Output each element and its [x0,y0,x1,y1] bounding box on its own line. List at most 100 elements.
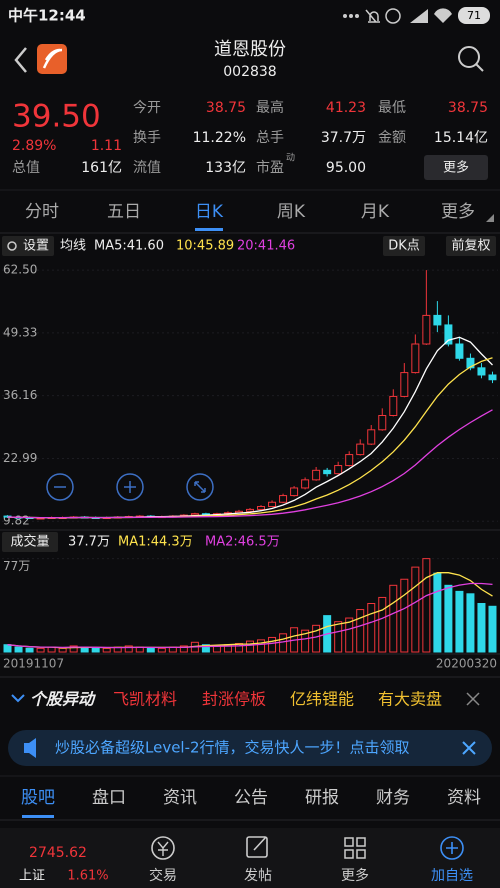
candle-body [466,357,475,369]
candle-body [455,343,464,359]
gear-icon [7,241,17,251]
candle-body [389,395,398,416]
more-button[interactable] [424,155,488,180]
volume-chart: 77万 [2,558,498,653]
info-tab[interactable]: 资料 [447,788,481,808]
volume-bar [58,647,67,653]
zoom-out[interactable] [46,473,74,501]
volume-bar [246,640,254,653]
bottom-bar [0,828,500,888]
info-tab[interactable]: 财务 [376,788,410,808]
index-pct: 1.61% [67,869,108,884]
info-tab-underline [22,815,54,818]
news-item[interactable]: 有大卖盘 [378,690,442,709]
candle-body [488,374,497,381]
candle-body [378,414,387,431]
chart-tab[interactable]: 月K [361,202,390,222]
chart-tab[interactable]: 分时 [25,202,59,222]
chart-tab[interactable]: 日K [195,202,224,222]
fullscreen[interactable] [186,473,214,501]
candle-body [411,343,420,374]
dk-button[interactable] [383,236,425,256]
info-tab[interactable]: 盘口 [92,788,126,808]
bottom-button[interactable]: 发帖 [244,868,272,884]
change: 1.11 [91,138,122,154]
stat-value: 95.00 [326,160,366,176]
volume-bar [477,603,486,653]
ma20: 20:41.46 [237,239,295,254]
volume-bar [488,605,497,653]
volume-bar [433,572,442,653]
y-tick-label: 49.33 [3,325,37,339]
bottom-button[interactable]: 更多 [341,867,369,884]
stat-label: 金额 [378,130,406,146]
settings-label: 设置 [23,239,49,254]
bottom-button[interactable]: 加自选 [431,868,473,884]
info-tab[interactable]: 股吧 [21,788,55,808]
stat-value: 38.75 [448,100,488,116]
candle-body [367,429,376,445]
chart-tab[interactable]: 更多 [441,202,475,222]
bottom-buttons: 交易 发帖 更多 加自选 [149,867,473,884]
stock-name: 道恩股份 [214,39,286,60]
adjust-button[interactable] [446,236,496,256]
back-button[interactable] [14,47,27,73]
stat-value: 133亿 [205,160,246,176]
volume-bar [157,647,166,653]
stat-sup: 动 [286,153,295,164]
banner[interactable] [8,730,492,766]
volume-bar [422,558,431,653]
volume-bar [389,584,398,653]
zoom-in[interactable] [116,473,144,501]
volume-ma1: MA1:44.3万 [118,535,193,550]
news-item[interactable]: 飞凯材料 [113,690,177,709]
candle-body [268,501,277,508]
settings-button[interactable] [2,236,54,256]
volume-bar [179,645,188,653]
volume-bar [268,636,277,653]
stat-value: 38.75 [206,100,246,116]
stat-label: 最高 [256,99,284,116]
bottom-button[interactable]: 交易 [149,867,177,884]
news-item[interactable]: 亿纬锂能 [290,690,354,709]
chart-tab[interactable]: 周K [277,202,306,222]
logo [37,44,67,74]
volume-bar [36,647,45,653]
stat-label: 总手 [256,130,284,146]
volume-bar [3,644,12,653]
search-button[interactable] [458,46,484,72]
stat-label: 总值 [12,160,40,176]
stat-value: 161亿 [81,160,122,176]
banner-text: 炒股必备超级Level-2行情，交易快人一步！点击领取 [55,739,410,757]
volume-bar [146,647,155,653]
news-item[interactable]: 封涨停板 [202,690,266,709]
stat-label: 最低 [378,100,406,116]
info-tab[interactable]: 研报 [305,788,339,808]
y-tick-label: 62.50 [3,263,37,277]
candle-body [444,324,453,345]
tab-underline [195,228,223,231]
news-close[interactable] [466,692,480,706]
adjust-label: 前复权 [451,238,490,254]
battery-level: 71 [467,9,481,22]
volume-bar [91,647,100,653]
volume-bar [411,566,420,653]
volume-bar [234,643,243,653]
news-chevron [11,694,25,703]
volume-bar [201,644,210,653]
chart-tab[interactable]: 五日 [107,202,141,222]
volume-bar [25,647,34,653]
banner-close[interactable] [462,741,476,755]
y-tick-label: 22.99 [3,451,37,465]
y-tick-label: 77万 [3,559,30,573]
volume-bar [455,590,464,653]
info-tab[interactable]: 资讯 [163,788,197,808]
volume-button[interactable] [2,532,58,552]
candle-body [334,465,343,475]
stat-value: 15.14亿 [434,130,488,146]
candle-body [301,479,310,489]
info-tab[interactable]: 公告 [234,788,268,808]
news-items: 飞凯材料 封涨停板 亿纬锂能 有大卖盘 [113,690,442,709]
volume-bar [69,645,78,653]
